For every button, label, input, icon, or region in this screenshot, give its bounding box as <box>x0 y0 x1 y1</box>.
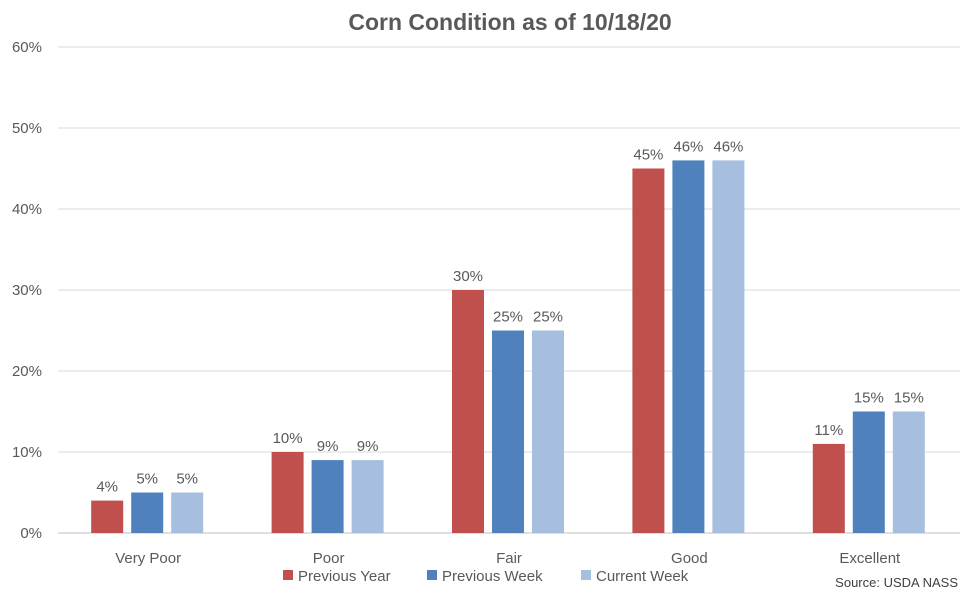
bar-previous-year <box>632 168 665 533</box>
data-label: 11% <box>814 422 843 439</box>
data-label: 25% <box>493 309 523 326</box>
data-label: 9% <box>317 438 339 455</box>
legend-swatch <box>581 570 591 580</box>
y-tick-label: 60% <box>12 39 42 56</box>
bar-previous-week <box>852 411 885 533</box>
legend-label: Current Week <box>596 568 689 585</box>
data-label: 46% <box>673 138 703 155</box>
legend-swatch <box>283 570 293 580</box>
y-tick-label: 40% <box>12 201 42 218</box>
legend-label: Previous Year <box>298 568 391 585</box>
legend-swatch <box>427 570 437 580</box>
legend-label: Previous Week <box>442 568 543 585</box>
bar-previous-week <box>131 492 164 533</box>
chart-title: Corn Condition as of 10/18/20 <box>348 9 671 35</box>
data-label: 30% <box>453 268 483 285</box>
bar-previous-week <box>311 460 344 533</box>
bar-current-week <box>171 492 204 533</box>
data-label: 10% <box>273 430 303 447</box>
data-label: 5% <box>136 471 158 488</box>
y-tick-label: 0% <box>20 525 42 542</box>
x-tick-label: Good <box>671 550 708 567</box>
data-label: 5% <box>176 471 198 488</box>
x-tick-label: Very Poor <box>115 550 181 567</box>
data-label: 46% <box>713 138 743 155</box>
data-label: 9% <box>357 438 379 455</box>
y-tick-label: 10% <box>12 444 42 461</box>
bar-current-week <box>351 460 384 533</box>
x-tick-label: Excellent <box>839 550 901 567</box>
data-label: 45% <box>633 147 663 164</box>
bar-previous-year <box>812 443 845 533</box>
data-label: 4% <box>96 479 118 496</box>
y-tick-label: 30% <box>12 282 42 299</box>
bar-previous-year <box>452 290 484 533</box>
x-tick-label: Poor <box>313 550 345 567</box>
bar-current-week <box>892 411 925 533</box>
bar-previous-year <box>271 452 304 533</box>
bar-previous-week <box>672 160 705 533</box>
x-tick-label: Fair <box>496 550 522 567</box>
bar-current-week <box>712 160 745 533</box>
data-label: 25% <box>533 309 563 326</box>
y-tick-label: 50% <box>12 120 42 137</box>
bar-previous-week <box>492 330 524 533</box>
data-label: 15% <box>894 390 924 407</box>
data-label: 15% <box>854 390 884 407</box>
y-tick-label: 20% <box>12 363 42 380</box>
source-note: Source: USDA NASS <box>835 575 958 590</box>
bar-previous-year <box>91 500 124 533</box>
bar-current-week <box>532 330 564 533</box>
